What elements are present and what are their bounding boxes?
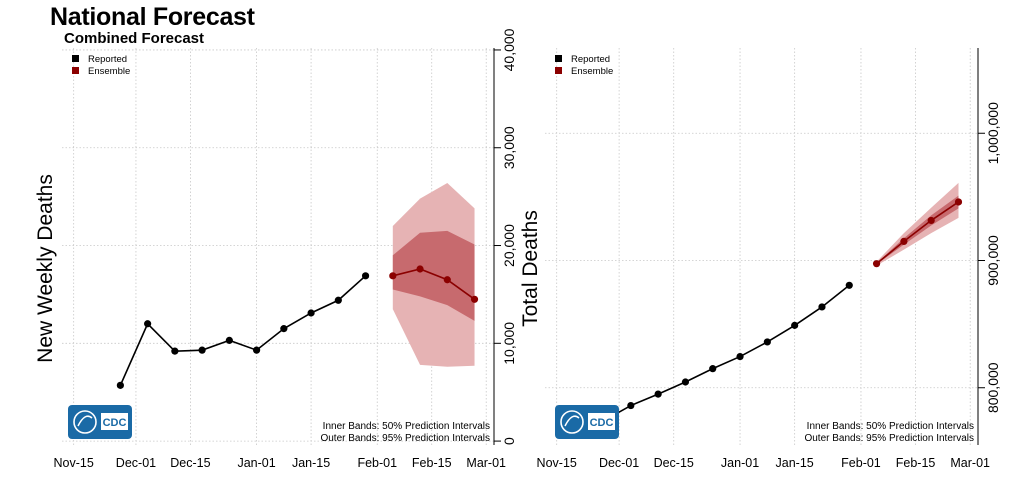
hhs-eagle-stroke-icon xyxy=(564,415,580,427)
hhs-eagle-icon xyxy=(73,410,97,434)
reported-series-point xyxy=(171,347,179,355)
cdc-logo: CDC xyxy=(68,405,132,439)
ensemble-series-point xyxy=(389,272,397,280)
chart-panel-2: Nov-15 Dec-01 Dec-15 Jan-01 Jan-15 Feb-01 Feb-… xyxy=(519,48,1001,470)
reported-series-point xyxy=(681,378,690,386)
y-axis-label: New Weekly Deaths xyxy=(34,174,57,363)
cdc-logo-text: CDC xyxy=(590,417,614,429)
y-tick-label: 1,000,000 xyxy=(985,102,1001,164)
cdc-box xyxy=(101,413,128,430)
cdc-logo: CDC xyxy=(555,405,619,439)
x-tick-label: Nov-15 xyxy=(537,456,577,470)
x-tick-label: Feb-01 xyxy=(357,456,397,470)
x-tick-label: Mar-01 xyxy=(950,456,990,470)
legend-swatch-ensemble xyxy=(555,67,562,74)
y-axis-label: Total Deaths xyxy=(519,210,542,327)
x-tick-label: Dec-01 xyxy=(116,456,156,470)
reported-series xyxy=(603,284,850,422)
ensemble-series xyxy=(876,201,959,265)
reported-series-point xyxy=(334,296,342,304)
x-tick-label: Nov-15 xyxy=(54,456,94,470)
chart-panel-1: Nov-15 Dec-01 Dec-15 Jan-01 Jan-15 Feb-01 Feb-… xyxy=(34,28,517,470)
x-tick-label: Jan-01 xyxy=(721,456,759,470)
y-tick-label: 10,000 xyxy=(501,322,517,365)
x-tick-label: Jan-15 xyxy=(292,456,330,470)
x-tick-label: Jan-01 xyxy=(237,456,275,470)
reported-series-point xyxy=(736,352,744,361)
y-tick-label: 800,000 xyxy=(985,362,1001,413)
reported-series-point xyxy=(791,321,799,329)
y-tick-label: 900,000 xyxy=(985,235,1001,286)
reported-series-point xyxy=(307,309,315,317)
interval-note: Outer Bands: 95% Prediction Intervals xyxy=(804,433,974,444)
y-tick-label: 20,000 xyxy=(501,224,517,267)
legend-label-reported: Reported xyxy=(571,54,610,65)
x-tick-label: Mar-01 xyxy=(466,456,506,470)
ensemble-series xyxy=(392,268,476,300)
ensemble-series-point xyxy=(900,237,908,246)
cdc-logo-text: CDC xyxy=(103,417,127,429)
x-tick-label: Feb-01 xyxy=(841,456,881,470)
reported-series-point xyxy=(845,281,853,289)
hhs-eagle-stroke-icon xyxy=(77,415,93,427)
legend-swatch-reported xyxy=(555,55,562,62)
legend-label-ensemble: Ensemble xyxy=(571,66,613,77)
reported-series-point xyxy=(654,390,662,398)
reported-series-point xyxy=(280,325,288,333)
reported-series xyxy=(119,275,367,386)
y-tick-label: 0 xyxy=(501,437,517,445)
reported-series-point xyxy=(763,338,771,346)
y-tick-label: 30,000 xyxy=(501,126,517,169)
reported-series-point xyxy=(116,381,124,389)
legend-swatch-ensemble xyxy=(72,67,79,74)
x-tick-label: Dec-15 xyxy=(170,456,210,470)
legend-label-reported: Reported xyxy=(88,54,127,65)
reported-series-point xyxy=(818,303,826,311)
reported-series-point xyxy=(252,346,261,354)
ensemble-series-point xyxy=(872,260,881,268)
interval-note: Inner Bands: 50% Prediction Intervals xyxy=(807,421,974,432)
y-tick-label: 40,000 xyxy=(501,28,517,71)
ensemble-series-point xyxy=(416,265,424,273)
interval-note: Outer Bands: 95% Prediction Intervals xyxy=(320,433,490,444)
page-title: National Forecast xyxy=(50,3,255,31)
reported-series-point xyxy=(627,401,635,410)
hhs-eagle-icon xyxy=(560,410,584,434)
cdc-box xyxy=(588,413,615,430)
x-tick-label: Jan-15 xyxy=(776,456,814,470)
ensemble-series-point xyxy=(927,216,935,225)
inner-band-50 xyxy=(392,230,475,321)
legend-label-ensemble: Ensemble xyxy=(88,66,130,77)
x-tick-label: Dec-15 xyxy=(654,456,694,470)
reported-series-point xyxy=(225,336,233,344)
ensemble-series-point xyxy=(443,276,451,284)
ensemble-series-point xyxy=(470,295,479,303)
x-tick-label: Feb-15 xyxy=(412,456,452,470)
ensemble-series-point xyxy=(954,198,963,206)
reported-series-point xyxy=(198,346,206,354)
interval-note: Inner Bands: 50% Prediction Intervals xyxy=(323,421,490,432)
reported-series-point xyxy=(144,320,152,328)
legend-swatch-reported xyxy=(72,55,79,62)
x-tick-label: Dec-01 xyxy=(599,456,639,470)
reported-series-point xyxy=(709,365,717,373)
reported-series-point xyxy=(361,272,370,280)
x-tick-label: Feb-15 xyxy=(896,456,936,470)
page-subtitle: Combined Forecast xyxy=(64,30,205,47)
